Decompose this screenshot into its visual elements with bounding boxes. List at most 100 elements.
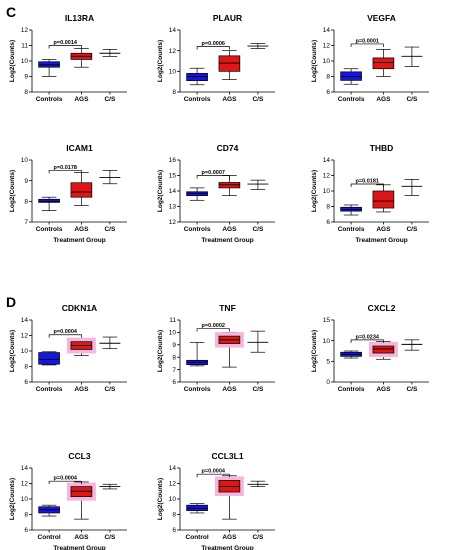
panel-letter-c: C (6, 4, 16, 20)
chart2-box-1 (372, 57, 395, 70)
chart2-ylabel: Log2(Counts) (311, 40, 318, 82)
chart9-ytick-label-0: 6 (24, 527, 28, 534)
chart4-sig-pvalue: p=0.0007 (202, 170, 225, 176)
chart7-category-0: Controls (184, 386, 211, 393)
chart1-ytick-label-2: 12 (169, 48, 177, 55)
chart8-ytick-label-2: 10 (323, 338, 331, 345)
chart6-ytick-label-3: 12 (21, 333, 29, 340)
chart10-category-1: AGS (222, 534, 237, 541)
chart8-category-1: AGS (376, 386, 391, 393)
chart0-category-2: C/S (104, 96, 116, 103)
chart5-category-0: Controls (338, 226, 365, 233)
chart8-category-0: Controls (338, 386, 365, 393)
chart7-category-2: C/S (252, 386, 264, 393)
chart7-sig-bracket (196, 328, 230, 332)
chart0-ytick-label-2: 10 (21, 58, 29, 65)
chart4-category-2: C/S (252, 226, 264, 233)
chart7-category-1: AGS (222, 386, 237, 393)
chart1-ytick-label-1: 10 (169, 69, 177, 76)
chart0-ytick-label-0: 8 (24, 89, 28, 96)
chart5-ytick-label-0: 6 (326, 219, 330, 226)
chart8-ylabel: Log2(Counts) (311, 330, 318, 372)
chart0-ytick-label-1: 9 (24, 74, 28, 81)
chart10-category-0: Control (186, 534, 209, 541)
chart9-ytick-label-1: 8 (24, 512, 28, 519)
chart5-title: THBD (370, 143, 394, 153)
chart2-ytick-label-2: 10 (323, 58, 331, 65)
chart3-title: ICAM1 (66, 143, 93, 153)
chart4-ylabel: Log2(Counts) (157, 170, 164, 212)
chart1-title: PLAUR (213, 13, 242, 23)
chart5-ytick-label-4: 14 (323, 157, 331, 164)
chart2-category-2: C/S (406, 96, 418, 103)
chart3-xlabel: Treatment Group (53, 237, 105, 244)
chart1-category-0: Controls (184, 96, 211, 103)
chart3-ylabel: Log2(Counts) (9, 170, 16, 212)
chart2-sig-bracket (350, 43, 384, 47)
chart1-sig-bracket (196, 46, 230, 50)
chart0-ylabel: Log2(Counts) (9, 40, 16, 82)
chart10-ytick-label-0: 6 (172, 527, 176, 534)
chart1-ylabel: Log2(Counts) (157, 40, 164, 82)
chart10-ytick-label-3: 12 (169, 481, 177, 488)
chart8-category-2: C/S (406, 386, 418, 393)
chart10-sig-bracket (196, 473, 230, 478)
chart7-ytick-label-2: 8 (172, 354, 176, 361)
chart9-ytick-label-2: 10 (21, 496, 29, 503)
chart6-ylabel: Log2(Counts) (9, 330, 16, 372)
chart1-category-1: AGS (222, 96, 237, 103)
chart6-ytick-label-1: 8 (24, 364, 28, 371)
chart8-ytick-label-0: 0 (326, 379, 330, 386)
chart10-title: CCL3L1 (211, 451, 243, 461)
chart6-ytick-label-4: 14 (21, 317, 29, 324)
chart5-ytick-label-3: 12 (323, 173, 331, 180)
chart1-category-2: C/S (252, 96, 264, 103)
chart3-box-1 (70, 182, 93, 198)
chart7-ylabel: Log2(Counts) (157, 330, 164, 372)
chart9-ytick-label-4: 14 (21, 465, 29, 472)
chart9-xlabel: Treatment Group (53, 545, 105, 550)
chart9-title: CCL3 (68, 451, 90, 461)
chart4-ytick-label-1: 13 (169, 204, 177, 211)
chart5-category-1: AGS (376, 226, 391, 233)
chart0-category-0: Controls (36, 96, 63, 103)
chart6-category-2: C/S (104, 386, 116, 393)
chart2-ytick-label-1: 8 (326, 74, 330, 81)
chart0-ytick-label-3: 11 (21, 43, 28, 50)
chart10-ytick-label-1: 8 (172, 512, 176, 519)
chart6-category-1: AGS (74, 386, 89, 393)
chart5-sig-pvalue: p=0.0181 (356, 179, 379, 185)
chart6-sig-pvalue: p=0.0004 (54, 329, 78, 335)
chart5-box-1 (372, 190, 395, 209)
chart0-sig-pvalue: p=0.0014 (54, 40, 78, 46)
chart3-sig-pvalue: p=0.0178 (54, 165, 77, 171)
chart4-ytick-label-0: 12 (169, 219, 177, 226)
chart9-sig-pvalue: p=0.0004 (54, 476, 78, 482)
chart10-ylabel: Log2(Counts) (157, 478, 164, 520)
chart7-ytick-label-3: 9 (172, 342, 176, 349)
chart1-box-1 (218, 55, 241, 72)
chart3-category-1: AGS (74, 226, 89, 233)
chart6-ytick-label-2: 10 (21, 348, 29, 355)
chart8-ytick-label-3: 15 (323, 317, 331, 324)
chart2-sig-pvalue: p=0.0001 (356, 38, 379, 44)
chart6-sig-bracket (48, 334, 82, 338)
chart7-title: TNF (219, 303, 236, 313)
chart4-sig-bracket (196, 175, 230, 179)
chart7-ytick-label-0: 6 (172, 379, 176, 386)
chart8-sig-bracket (350, 339, 384, 343)
chart5-ytick-label-1: 8 (326, 204, 330, 211)
chart3-ytick-label-1: 8 (24, 199, 28, 206)
chart1-sig-pvalue: p=0.0006 (202, 41, 225, 47)
chart5-xlabel: Treatment Group (355, 237, 407, 244)
chart10-sig-pvalue: p=0.0004 (202, 469, 226, 475)
chart4-xlabel: Treatment Group (201, 237, 253, 244)
chart3-box-0 (38, 198, 60, 203)
chart9-category-0: Control (38, 534, 61, 541)
chart7-sig-pvalue: p=0.0002 (202, 323, 225, 329)
chart5-ylabel: Log2(Counts) (311, 170, 318, 212)
chart0-ytick-label-4: 12 (21, 27, 29, 34)
chart2-ytick-label-0: 6 (326, 89, 330, 96)
chart9-ylabel: Log2(Counts) (9, 478, 16, 520)
